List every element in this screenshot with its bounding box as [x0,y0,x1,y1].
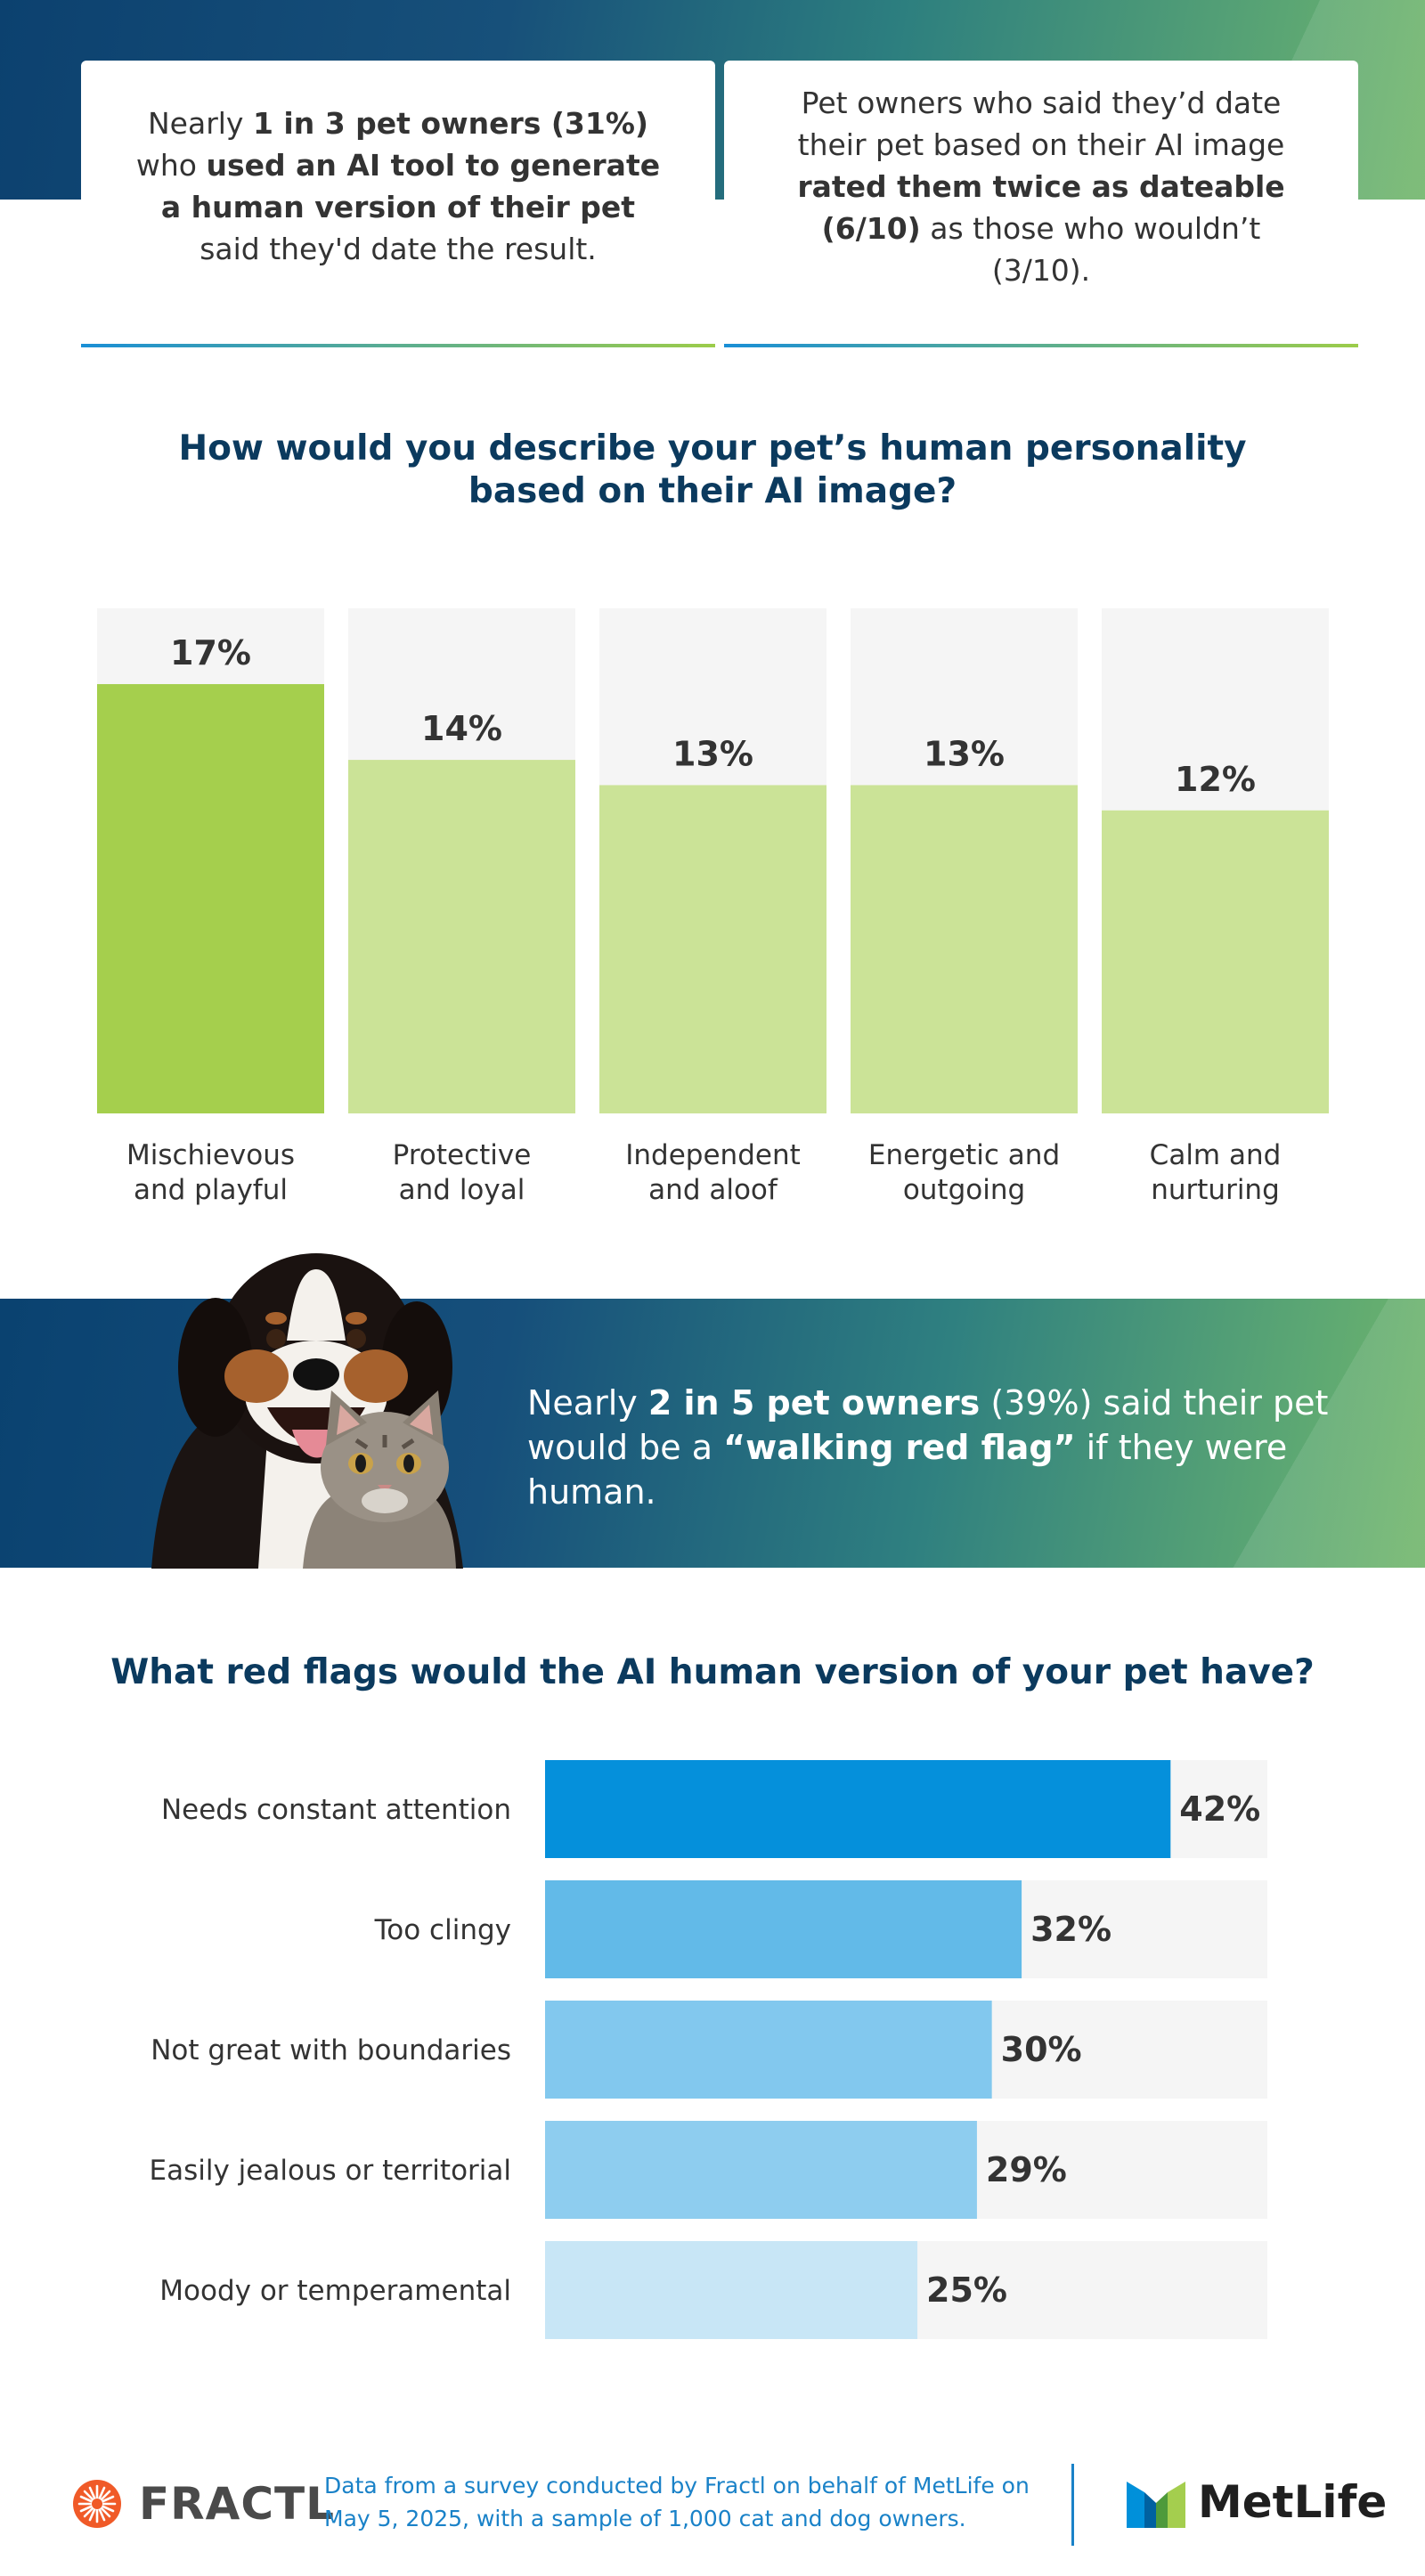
column-bar [1102,810,1329,1113]
stat-card-text: Nearly 1 in 3 pet owners (31%) who used … [135,106,661,266]
card-divider [724,344,1358,347]
column-category-label: Independent and aloof [625,1139,801,1206]
survey-source-note: Data from a survey conducted by Fractl o… [324,2473,1030,2531]
fractl-logo: FRACTL [71,2478,335,2530]
personality-column-chart: 17% Mischievous and playful 14% Protective an… [97,608,1329,1206]
bar-category-label: Too clingy [374,1914,511,1946]
bar-category-label: Not great with boundaries [151,2034,511,2067]
dog-and-cat-illustration [151,1253,463,1569]
sunburst-logo-icon [73,2480,121,2528]
bar-value-label: 29% [986,2150,1067,2189]
column-value-label: 13% [924,734,1005,773]
bar-value-label: 30% [1001,2030,1082,2069]
column-bar [851,785,1078,1113]
bar-category-label: Moody or temperamental [159,2275,511,2307]
column-bar [348,760,575,1113]
column-value-label: 12% [1175,760,1256,799]
column-category-label: Protective and loyal [393,1139,532,1206]
column-value-label: 17% [170,633,251,673]
footer-divider [1071,2464,1074,2546]
bar [545,2121,977,2219]
banner-text: Nearly 2 in 5 pet owners (39%) said thei… [527,1383,1329,1512]
footer: FRACTL Data from a survey conducted by F… [0,2441,1425,2565]
bar [545,2001,992,2099]
metlife-logo: MetLife [1127,2476,1387,2528]
bar-value-label: 32% [1030,1910,1112,1949]
column-category-label: Calm and nurturing [1150,1139,1282,1206]
fractl-wordmark: FRACTL [139,2478,336,2530]
red-flags-bar-chart: 42% Needs constant attention 32% Too clingy… [149,1760,1267,2339]
red-flags-chart-title: What red flags would the AI human versio… [110,1652,1315,1692]
column-category-label: Mischievous and playful [126,1139,295,1206]
bar [545,2241,918,2339]
column-value-label: 13% [672,734,753,773]
stat-card-date-result: Nearly 1 in 3 pet owners (31%) who used … [81,61,715,347]
stat-card-text: Pet owners who said they’d date their pe… [797,85,1285,288]
card-divider [81,344,715,347]
column-category-label: Energetic and outgoing [868,1139,1060,1206]
bar-category-label: Needs constant attention [161,1794,511,1826]
column-value-label: 14% [421,709,502,748]
bar-category-label: Easily jealous or territorial [149,2155,511,2187]
bar [545,1880,1022,1978]
column-bar [97,684,324,1113]
bar-value-label: 25% [926,2270,1007,2310]
column-bar [599,785,826,1113]
metlife-wordmark: MetLife [1198,2476,1388,2528]
stat-card-dateable-rating: Pet owners who said they’d date their pe… [724,61,1358,347]
bar-value-label: 42% [1179,1789,1260,1829]
personality-chart-title: How would you describe your pet’s human … [178,428,1247,511]
metlife-m-logo-icon [1127,2482,1185,2528]
bar [545,1760,1171,1858]
